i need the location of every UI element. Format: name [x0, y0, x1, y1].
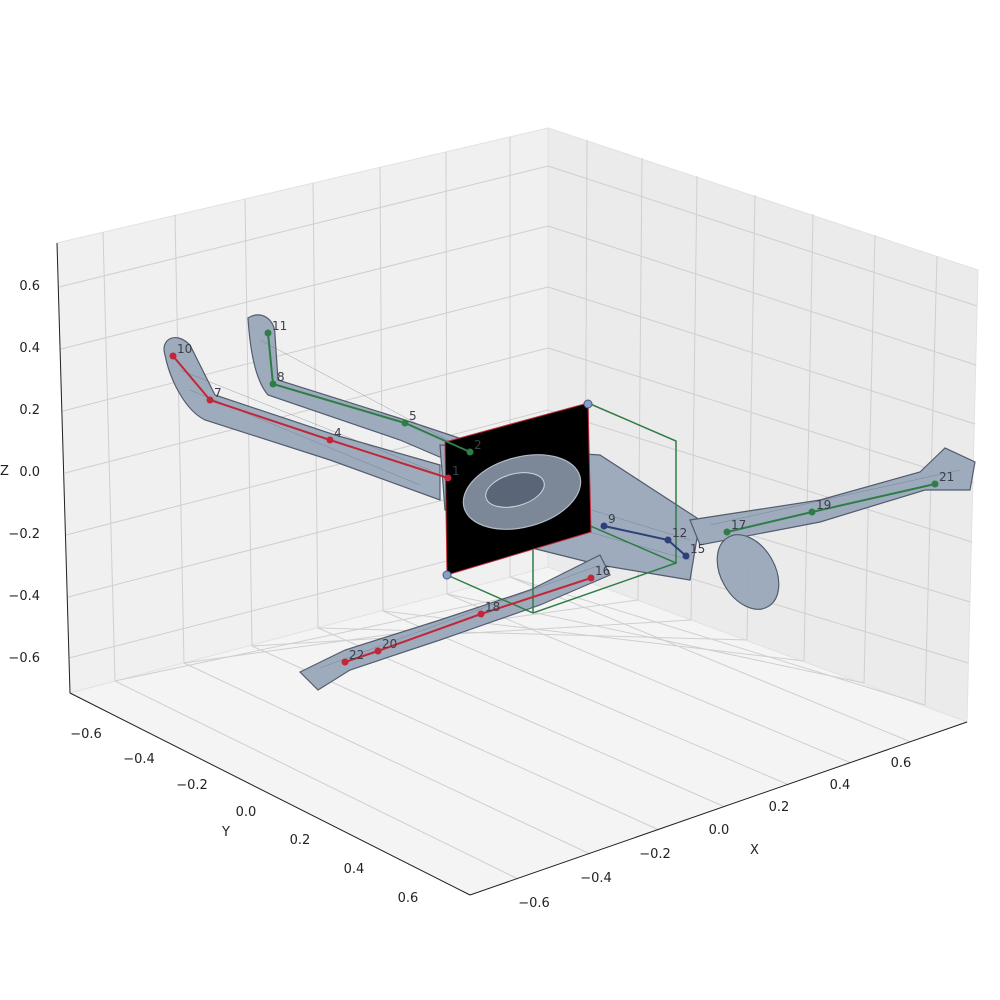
- z-tick-labels: −0.6 −0.4 −0.2 0.0 0.2 0.4 0.6: [8, 279, 40, 666]
- skeleton-chain-line: [267, 332, 471, 453]
- x-tick-labels: −0.6 −0.4 −0.2 0.0 0.2 0.4 0.6: [518, 756, 911, 911]
- joint-label: 22: [349, 648, 364, 662]
- x-tick-label: −0.2: [639, 847, 671, 862]
- y-axis-line: [69, 692, 471, 896]
- slice-inner-section: [485, 472, 545, 508]
- joint-marker: [682, 552, 690, 560]
- y-tick-labels: −0.6 −0.4 −0.2 0.0 0.2 0.4 0.6: [70, 727, 418, 906]
- joint-marker: [808, 508, 816, 516]
- mesh-arm-right: [689, 447, 976, 546]
- z-axis-label: Z: [0, 464, 9, 479]
- x-tick-label: 0.0: [709, 823, 730, 838]
- y-tick-label: 0.0: [236, 805, 257, 820]
- joint-label: 20: [382, 637, 397, 651]
- x-tick-label: 0.6: [891, 756, 912, 771]
- joint-marker: [169, 352, 177, 360]
- joint-label: 12: [672, 526, 687, 540]
- mesh-leg-left: [163, 337, 441, 501]
- joint-marker: [264, 329, 272, 337]
- y-tick-label: 0.2: [290, 833, 311, 848]
- y-tick-label: −0.6: [70, 727, 102, 742]
- z-tick-label: 0.6: [19, 279, 40, 294]
- joint-label: 17: [731, 518, 746, 532]
- joint-label: 7: [214, 386, 222, 400]
- x-tick-label: 0.4: [830, 778, 851, 793]
- joint-label: 11: [272, 319, 287, 333]
- joint-marker: [664, 536, 672, 544]
- skeleton-chain-line: [172, 355, 449, 479]
- y-tick-label: 0.6: [398, 891, 419, 906]
- joint-label: 5: [409, 409, 417, 423]
- x-tick-label: −0.6: [518, 896, 550, 911]
- y-tick-label: −0.2: [176, 778, 208, 793]
- joint-marker: [466, 448, 474, 456]
- joint-label: 15: [690, 542, 705, 556]
- joint-label: 16: [595, 564, 610, 578]
- axis-lines: [56, 242, 968, 896]
- x-axis-label: X: [750, 843, 759, 858]
- joint-label: 19: [816, 498, 831, 512]
- joint-marker: [587, 574, 595, 582]
- joint-marker: [444, 474, 452, 482]
- joint-marker: [600, 522, 608, 530]
- joint-marker: [401, 419, 409, 427]
- joint-marker: [326, 436, 334, 444]
- z-tick-label: 0.4: [19, 341, 40, 356]
- joint-label: 8: [277, 370, 285, 384]
- joint-marker: [269, 380, 277, 388]
- y-tick-label: −0.4: [123, 752, 155, 767]
- z-tick-label: 0.2: [19, 403, 40, 418]
- joint-marker: [477, 610, 485, 618]
- slice-corner-top: [583, 399, 593, 409]
- joint-marker: [723, 528, 731, 536]
- joint-marker: [931, 480, 939, 488]
- joint-label: 1: [452, 464, 460, 478]
- joint-label: 4: [334, 426, 342, 440]
- joint-label: 2: [474, 438, 482, 452]
- grid-lines: [58, 137, 978, 880]
- z-tick-label: 0.0: [19, 465, 40, 480]
- joint-label: 10: [177, 342, 192, 356]
- z-tick-label: −0.4: [8, 589, 40, 604]
- z-axis-line: [56, 242, 71, 694]
- joint-label: 21: [939, 470, 954, 484]
- joint-marker: [374, 647, 382, 655]
- joint-label: 18: [485, 600, 500, 614]
- x-tick-label: 0.2: [769, 800, 790, 815]
- mesh-head: [716, 534, 780, 610]
- joint-marker: [206, 396, 214, 404]
- joint-marker: [341, 658, 349, 666]
- slice-group: [442, 399, 677, 614]
- x-axis-line: [469, 721, 968, 896]
- joint-label: 9: [608, 512, 616, 526]
- x-tick-label: −0.4: [580, 871, 612, 886]
- y-axis-label: Y: [221, 825, 230, 840]
- skeleton-chain-line: [344, 577, 592, 663]
- y-tick-label: 0.4: [344, 862, 365, 877]
- z-tick-label: −0.2: [8, 527, 40, 542]
- z-tick-label: −0.6: [8, 651, 40, 666]
- slice-corner-bottom: [442, 570, 452, 580]
